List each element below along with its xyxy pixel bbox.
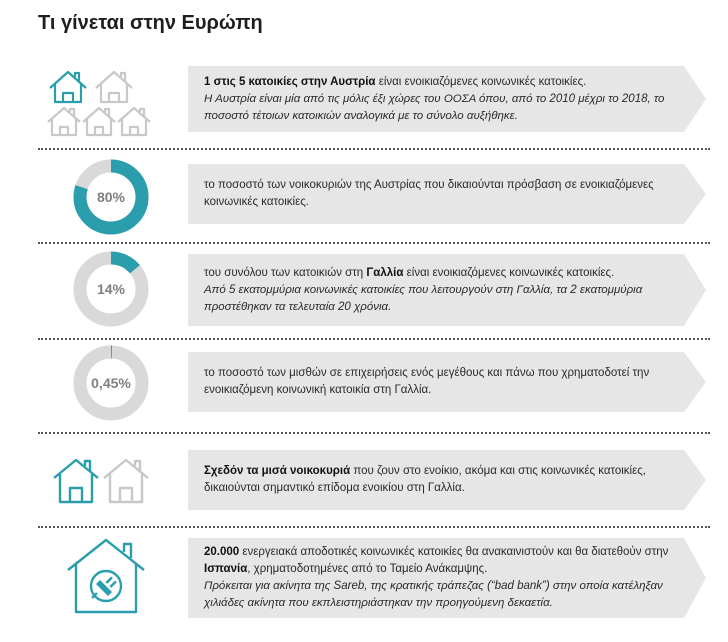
donut-value-arc <box>73 159 149 235</box>
info-text: 1 στις 5 κατοικίες στην Αυστρία είναι εν… <box>204 74 676 125</box>
info-box: το ποσοστό των νοικοκυριών της Αυστρίας … <box>188 164 706 224</box>
donut-value-arc <box>73 251 149 327</box>
info-bold: Σχεδόν τα μισά νοικοκυριά <box>204 465 351 477</box>
info-bold: Ισπανία <box>204 563 248 575</box>
house-icon-gray <box>95 70 133 104</box>
plug-icon <box>91 576 117 599</box>
info-bold: 20.000 <box>204 546 240 558</box>
divider <box>38 432 710 434</box>
info-box: Σχεδόν τα μισά νοικοκυριά που ζουν στο ε… <box>188 450 706 510</box>
info-text-before: ενεργειακά αποδοτικές κοινωνικές κατοικί… <box>239 546 669 558</box>
info-text-after: , χρηματοδοτημένες από το Ταμείο Ανάκαμψ… <box>247 563 488 575</box>
two-houses-icon <box>53 458 149 504</box>
info-text: του συνόλου των κατοικιών στη Γαλλία είν… <box>204 265 676 316</box>
donut-value-arc <box>73 345 149 421</box>
page-title: Τι γίνεται στην Ευρώπη <box>38 12 263 34</box>
house-icon-gray <box>82 106 116 137</box>
info-box: 20.000 ενεργειακά αποδοτικές κοινωνικές … <box>188 538 706 618</box>
row-france-wages: 0,45% το ποσοστό των μισθών σε επιχειρήσ… <box>38 342 710 426</box>
info-text: Σχεδόν τα μισά νοικοκυριά που ζουν στο ε… <box>204 463 676 497</box>
house-icon-gray <box>47 106 81 137</box>
eco-house-plug-icon <box>67 538 145 614</box>
info-italic: Από 5 εκατομμύρια κοινωνικές κατοικίες π… <box>204 283 643 313</box>
info-text-main: είναι ενοικιαζόμενες κοινωνικές κατοικίε… <box>375 75 587 88</box>
donut-label: 14% <box>97 281 126 297</box>
row-austria-eligibility: 80% το ποσοστό των νοικοκυριών της Αυστρ… <box>38 156 710 238</box>
divider <box>38 338 710 340</box>
info-text-before: του συνόλου των κατοικιών στη <box>204 266 367 279</box>
house-icon-gray <box>117 106 151 137</box>
donut-chart-14: 14% <box>73 251 149 327</box>
divider <box>38 148 710 150</box>
info-text: το ποσοστό των μισθών σε επιχειρήσεις εν… <box>204 367 650 396</box>
row-austria-share: 1 στις 5 κατοικίες στην Αυστρία είναι εν… <box>38 62 710 138</box>
donut-chart-045: 0,45% <box>73 345 149 421</box>
row-france-share: 14% του συνόλου των κατοικιών στη Γαλλία… <box>38 248 710 332</box>
info-text-after: είναι ενοικιαζόμενες κοινωνικές κατοικίε… <box>403 266 615 279</box>
divider <box>38 242 710 244</box>
info-bold: Γαλλία <box>366 266 404 279</box>
row-spain-homes: 20.000 ενεργειακά αποδοτικές κοινωνικές … <box>38 532 710 624</box>
donut-chart-80: 80% <box>73 159 149 235</box>
house-icon-teal <box>53 458 99 504</box>
house-icon-gray <box>103 458 149 504</box>
info-box: το ποσοστό των μισθών σε επιχειρήσεις εν… <box>188 352 706 412</box>
donut-label: 0,45% <box>91 375 131 391</box>
info-italic: Η Αυστρία είναι μία από τις μόλις έξι χώ… <box>204 92 665 122</box>
donut-label: 80% <box>97 189 126 205</box>
row-france-allowance: Σχεδόν τα μισά νοικοκυριά που ζουν στο ε… <box>38 444 710 520</box>
divider <box>38 526 710 528</box>
info-text-main: που ζουν στο ενοίκιο, ακόμα και στις κοι… <box>204 465 646 494</box>
houses-icon-grid <box>47 70 151 137</box>
info-text: 20.000 ενεργειακά αποδοτικές κοινωνικές … <box>204 544 676 612</box>
info-bold: 1 στις 5 κατοικίες στην Αυστρία <box>204 75 376 88</box>
info-box: του συνόλου των κατοικιών στη Γαλλία είν… <box>188 254 706 326</box>
house-icon-teal <box>49 70 87 104</box>
info-text: το ποσοστό των νοικοκυριών της Αυστρίας … <box>204 179 654 208</box>
info-italic: Πρόκειται για ακίνητα της Sareb, της κρα… <box>204 580 663 609</box>
info-box: 1 στις 5 κατοικίες στην Αυστρία είναι εν… <box>188 66 706 132</box>
